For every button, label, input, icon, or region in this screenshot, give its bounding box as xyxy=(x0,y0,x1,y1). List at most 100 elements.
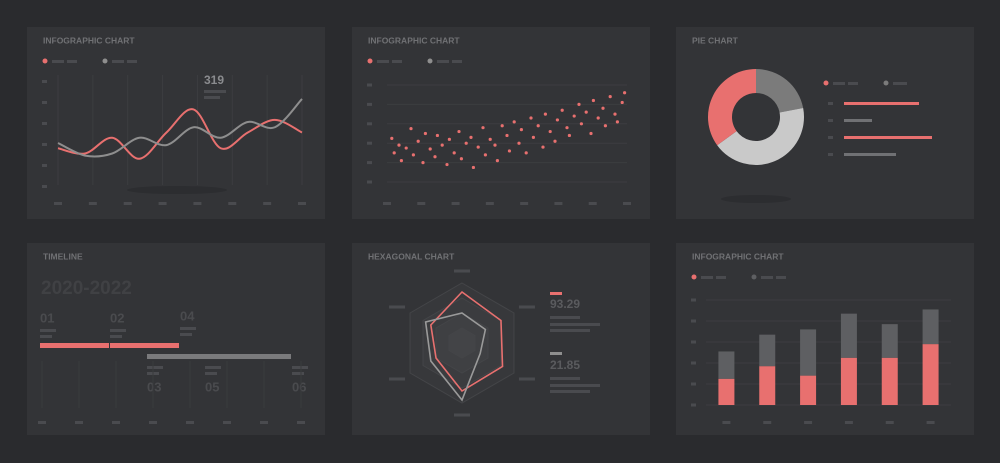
placeholder xyxy=(451,202,460,205)
placeholder xyxy=(716,276,726,279)
scatter-point xyxy=(440,143,444,147)
legend-dot xyxy=(102,58,108,64)
placeholder xyxy=(193,202,202,205)
placeholder xyxy=(691,298,696,302)
scatter-point xyxy=(524,151,528,155)
legend-dot xyxy=(367,58,373,64)
placeholder xyxy=(691,319,696,323)
panel-title: TIMELINE xyxy=(43,251,83,261)
scatter-point xyxy=(476,145,480,149)
pie-slice xyxy=(756,69,804,113)
placeholder xyxy=(828,153,833,156)
placeholder xyxy=(260,421,268,424)
placeholder xyxy=(180,333,192,336)
bar-segment xyxy=(800,329,817,376)
line-series xyxy=(57,98,303,158)
scatter-point xyxy=(591,98,596,103)
bar-segment xyxy=(759,366,776,405)
scatter-point xyxy=(428,147,432,151)
placeholder xyxy=(40,335,52,338)
scatter-point xyxy=(596,116,600,120)
scatter-point xyxy=(608,95,612,99)
scatter-point xyxy=(572,114,576,118)
placeholder xyxy=(40,329,56,332)
placeholder xyxy=(367,122,372,126)
placeholder xyxy=(298,202,306,205)
scatter-point xyxy=(421,161,425,165)
placeholder xyxy=(367,161,372,165)
placeholder xyxy=(42,80,47,83)
placeholder xyxy=(52,60,64,63)
pie-slice xyxy=(717,108,805,166)
timeline-bar xyxy=(147,354,291,359)
radar-series xyxy=(429,290,504,393)
bar-segment xyxy=(718,351,735,379)
scatter-point xyxy=(390,136,394,140)
panel xyxy=(27,243,325,435)
bar-segment xyxy=(840,313,857,358)
placeholder xyxy=(701,276,713,279)
scatter-point xyxy=(541,145,545,149)
placeholder xyxy=(42,185,47,188)
bar-segment xyxy=(881,324,898,358)
placeholder xyxy=(205,366,221,369)
timeline-step: 03 xyxy=(147,379,161,394)
scatter-point xyxy=(577,102,581,106)
placeholder xyxy=(485,202,494,205)
placeholder xyxy=(389,305,406,309)
scatter-point xyxy=(399,159,403,163)
legend-dot xyxy=(751,274,757,280)
radar-series xyxy=(424,312,487,402)
placeholder xyxy=(54,202,62,205)
scatter-point xyxy=(560,108,564,112)
placeholder xyxy=(42,101,47,104)
placeholder xyxy=(550,316,580,319)
placeholder xyxy=(623,202,631,205)
placeholder xyxy=(149,421,157,424)
timeline-period: 2020-2022 xyxy=(41,278,132,299)
scatter-point xyxy=(411,153,415,157)
scatter-point xyxy=(548,129,552,134)
placeholder xyxy=(377,60,389,63)
shadow xyxy=(721,195,791,203)
placeholder xyxy=(691,361,696,365)
scatter-point xyxy=(512,120,516,124)
placeholder xyxy=(844,421,853,424)
scatter-point xyxy=(445,162,449,167)
scatter-point xyxy=(459,157,463,161)
placeholder xyxy=(123,202,132,205)
placeholder xyxy=(828,136,833,139)
accent xyxy=(550,292,562,295)
scatter-point xyxy=(584,110,588,114)
placeholder xyxy=(127,60,137,63)
scatter-point xyxy=(409,127,413,131)
scatter-point xyxy=(469,135,473,139)
scatter-point xyxy=(531,135,536,139)
placeholder xyxy=(828,119,833,122)
timeline-step: 01 xyxy=(40,310,54,325)
scatter-point xyxy=(620,100,624,105)
timeline-bar xyxy=(40,343,109,348)
placeholder xyxy=(722,421,731,424)
scatter-point xyxy=(471,165,475,170)
panel xyxy=(352,27,650,219)
scatter-point xyxy=(579,122,584,126)
placeholder xyxy=(518,377,535,381)
placeholder xyxy=(454,413,470,417)
placeholder xyxy=(437,60,449,63)
legend-line xyxy=(844,136,932,139)
placeholder xyxy=(180,327,196,330)
placeholder xyxy=(691,403,696,407)
placeholder xyxy=(554,202,563,205)
panel-title: INFOGRAPHIC CHART xyxy=(368,35,460,45)
placeholder xyxy=(392,60,402,63)
scatter-point xyxy=(416,139,420,143)
scatter-point xyxy=(555,118,560,122)
timeline-step: 06 xyxy=(292,379,306,394)
placeholder xyxy=(550,384,600,387)
scatter-point xyxy=(536,124,540,128)
scatter-point xyxy=(601,106,605,110)
timeline-step: 04 xyxy=(180,308,195,323)
legend-dot xyxy=(691,274,697,280)
